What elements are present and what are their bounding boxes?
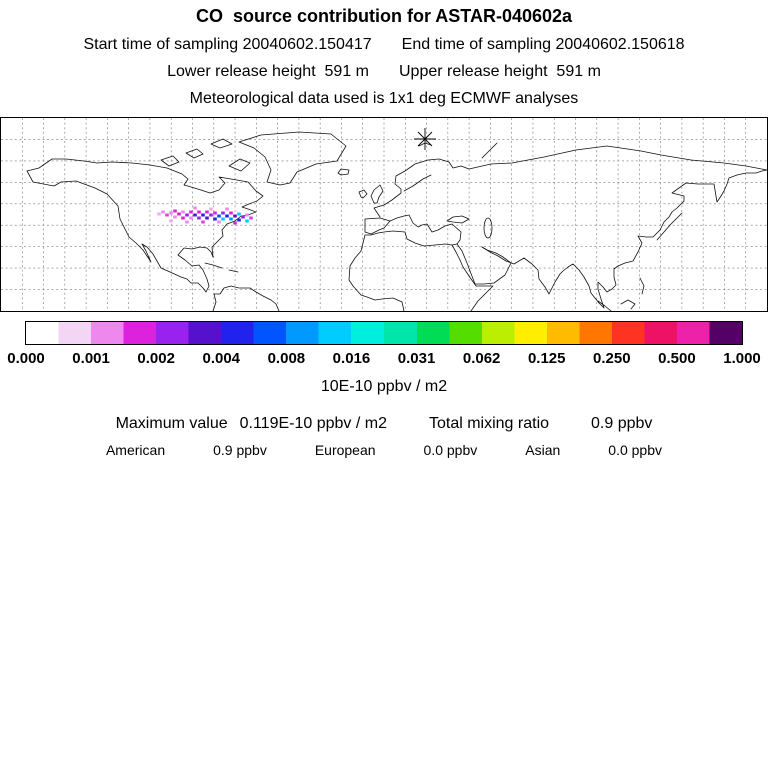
region-american-value: 0.9 ppbv <box>213 442 267 458</box>
colorbar-section: 0.000 0.001 0.002 0.004 0.008 0.016 0.031 0.062… <box>0 321 768 396</box>
plume-cell <box>189 210 193 214</box>
plume-cell <box>217 220 221 224</box>
sampling-location-star-icon <box>414 128 436 150</box>
world-map-svg <box>1 118 767 311</box>
plume-cell <box>157 212 161 216</box>
plume-cell <box>209 213 213 217</box>
met-data-text: Meteorological data used is 1x1 deg ECMW… <box>189 90 579 107</box>
plume-cell <box>225 207 229 211</box>
map-panel <box>0 117 768 312</box>
plume-cell <box>241 215 245 219</box>
plume-cell <box>221 211 225 215</box>
plume-cell <box>229 217 233 221</box>
coastlines <box>26 131 767 311</box>
colorbar-tick-label: 0.008 <box>267 350 306 367</box>
colorbar-units: 10E-10 ppbv / m2 <box>320 378 448 395</box>
plume-cell <box>225 214 229 218</box>
region-american-label: American <box>105 442 166 458</box>
plume-cell <box>233 214 237 218</box>
plume-cell <box>169 211 173 215</box>
end-time-text: End time of sampling 20040602.150618 <box>401 36 685 53</box>
plume-cell <box>205 210 209 214</box>
plume-cell <box>181 216 185 220</box>
region-asian-value: 0.0 ppbv <box>608 442 663 458</box>
region-european-label: European <box>314 442 376 458</box>
stats-line-2: American 0.9 ppbv European 0.0 ppbv Asia… <box>0 442 768 458</box>
plume-cell <box>165 213 169 217</box>
plume-cell <box>237 218 241 222</box>
total-mixing-ratio-value: 0.9 ppbv <box>591 415 653 432</box>
region-asian-label: Asian <box>525 442 561 458</box>
plume-cell <box>197 216 201 220</box>
colorbar <box>25 321 743 345</box>
colorbar-tick-label: 0.500 <box>658 350 696 367</box>
colorbar-tick-label: 0.125 <box>527 350 566 367</box>
lower-release-text: Lower release height 591 m <box>167 63 369 80</box>
colorbar-tick-label: 0.004 <box>202 350 241 367</box>
header: CO source contribution for ASTAR-040602a… <box>0 0 768 108</box>
colorbar-tick-label: 0.001 <box>72 350 110 367</box>
plume-cell <box>185 220 189 224</box>
plot-title: CO source contribution for ASTAR-040602a <box>195 6 573 26</box>
colorbar-segment <box>481 322 547 344</box>
colorbar-segment <box>676 322 743 344</box>
plume-cell <box>197 210 201 214</box>
plume-cell <box>233 221 237 225</box>
colorbar-segment <box>26 322 92 344</box>
maximum-value-text: 0.119E-10 ppbv / m2 <box>239 415 387 432</box>
plume-cell <box>213 211 217 215</box>
plume-cell <box>237 212 241 216</box>
plume-cell <box>189 216 193 220</box>
sampling-time-line: Start time of sampling 20040602.150417 E… <box>0 36 768 54</box>
start-time-text: Start time of sampling 20040602.150417 <box>83 36 372 53</box>
plume-cell <box>181 210 185 214</box>
colorbar-tick-label: 0.016 <box>332 350 371 367</box>
plume-cell <box>193 213 197 217</box>
met-data-line: Meteorological data used is 1x1 deg ECMW… <box>0 90 768 108</box>
plume-cell <box>169 219 173 223</box>
colorbar-tick-label: 0.002 <box>137 350 175 367</box>
stats-line-1: Maximum value 0.119E-10 ppbv / m2 Total … <box>0 415 768 433</box>
plume-cell <box>213 217 217 221</box>
colorbar-segment <box>546 322 612 344</box>
maximum-value-pair: Maximum value 0.119E-10 ppbv / m2 <box>116 415 387 433</box>
colorbar-segment <box>91 322 157 344</box>
region-european-value: 0.0 ppbv <box>423 442 478 458</box>
plume-cell <box>161 210 165 214</box>
plume-cell <box>245 219 249 223</box>
plume-cell <box>185 213 189 217</box>
colorbar-segment <box>221 322 287 344</box>
release-height-line: Lower release height 591 m Upper release… <box>0 63 768 81</box>
colorbar-tick-label: 0.062 <box>462 350 501 367</box>
plume-cells <box>157 206 253 225</box>
plume-cell <box>173 215 177 219</box>
plume-cell <box>201 213 205 217</box>
total-mixing-ratio-label: Total mixing ratio <box>428 415 550 432</box>
plume-cell <box>177 212 181 216</box>
colorbar-tick-label: 0.000 <box>7 350 45 367</box>
colorbar-segment <box>611 322 677 344</box>
plume-cell <box>209 207 213 211</box>
plume-cell <box>245 213 249 217</box>
colorbar-tick-label: 1.000 <box>723 350 761 367</box>
colorbar-tick-label: 0.031 <box>397 350 436 367</box>
plume-cell <box>173 209 177 213</box>
plume-cell <box>229 211 233 215</box>
colorbar-ticks: 0.000 0.001 0.002 0.004 0.008 0.016 0.031 0.062… <box>7 350 761 368</box>
upper-release-text: Upper release height 591 m <box>399 63 601 80</box>
plot-page: CO source contribution for ASTAR-040602a… <box>0 0 768 458</box>
colorbar-segment <box>156 322 222 344</box>
colorbar-segment <box>351 322 417 344</box>
plume-cell <box>201 220 205 224</box>
plume-cell <box>205 216 209 220</box>
colorbar-tick-label: 0.250 <box>593 350 631 367</box>
map-gridlines <box>1 118 767 311</box>
plume-cell <box>249 216 253 220</box>
colorbar-segment <box>286 322 352 344</box>
plume-cell <box>217 214 221 218</box>
colorbar-segment <box>416 322 482 344</box>
maximum-value-label: Maximum value <box>115 415 228 432</box>
plume-cell <box>193 206 197 210</box>
plume-cell <box>221 217 225 221</box>
